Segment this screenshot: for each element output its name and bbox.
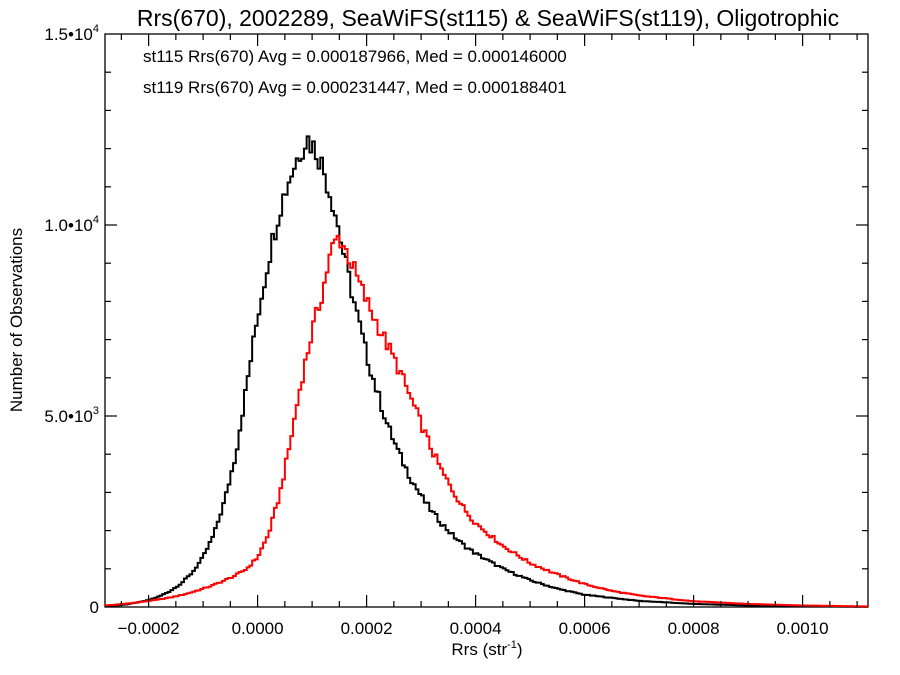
x-axis-label-sup: -1 xyxy=(507,639,517,651)
y-tick-label: 1.0•104 xyxy=(44,214,99,235)
series-st119-line xyxy=(105,234,868,608)
y-tick-label: 0 xyxy=(90,598,99,617)
series-layer xyxy=(105,135,868,608)
x-tick-label: 0.0002 xyxy=(341,619,393,638)
chart-title: Rrs(670), 2002289, SeaWiFS(st115) & SeaW… xyxy=(137,5,839,31)
annotation-st119: st119 Rrs(670) Avg = 0.000231447, Med = … xyxy=(143,78,567,97)
x-axis-label-base: Rrs (str xyxy=(451,640,507,659)
y-tick-label: 1.5•104 xyxy=(44,23,99,44)
x-tick-label: 0.0006 xyxy=(559,619,611,638)
x-tick-label: 0.0010 xyxy=(777,619,829,638)
series-st115-line xyxy=(105,135,868,608)
y-axis-label: Number of Observations xyxy=(7,228,26,412)
x-axis-label: Rrs (str-1) xyxy=(451,639,522,659)
x-tick-label: 0.0000 xyxy=(232,619,284,638)
y-tick-label: 5.0•103 xyxy=(44,405,99,426)
tick-layer: −0.0002 0.0000 0.0002 0.0004 0.0006 0.0008 0.0… xyxy=(44,23,868,638)
x-tick-label: −0.0002 xyxy=(118,619,180,638)
x-tick-label: 0.0008 xyxy=(668,619,720,638)
x-tick-label: 0.0004 xyxy=(450,619,502,638)
annotation-st115: st115 Rrs(670) Avg = 0.000187966, Med = … xyxy=(143,47,567,66)
plot-frame xyxy=(104,33,869,608)
x-axis-label-close: ) xyxy=(517,640,523,659)
